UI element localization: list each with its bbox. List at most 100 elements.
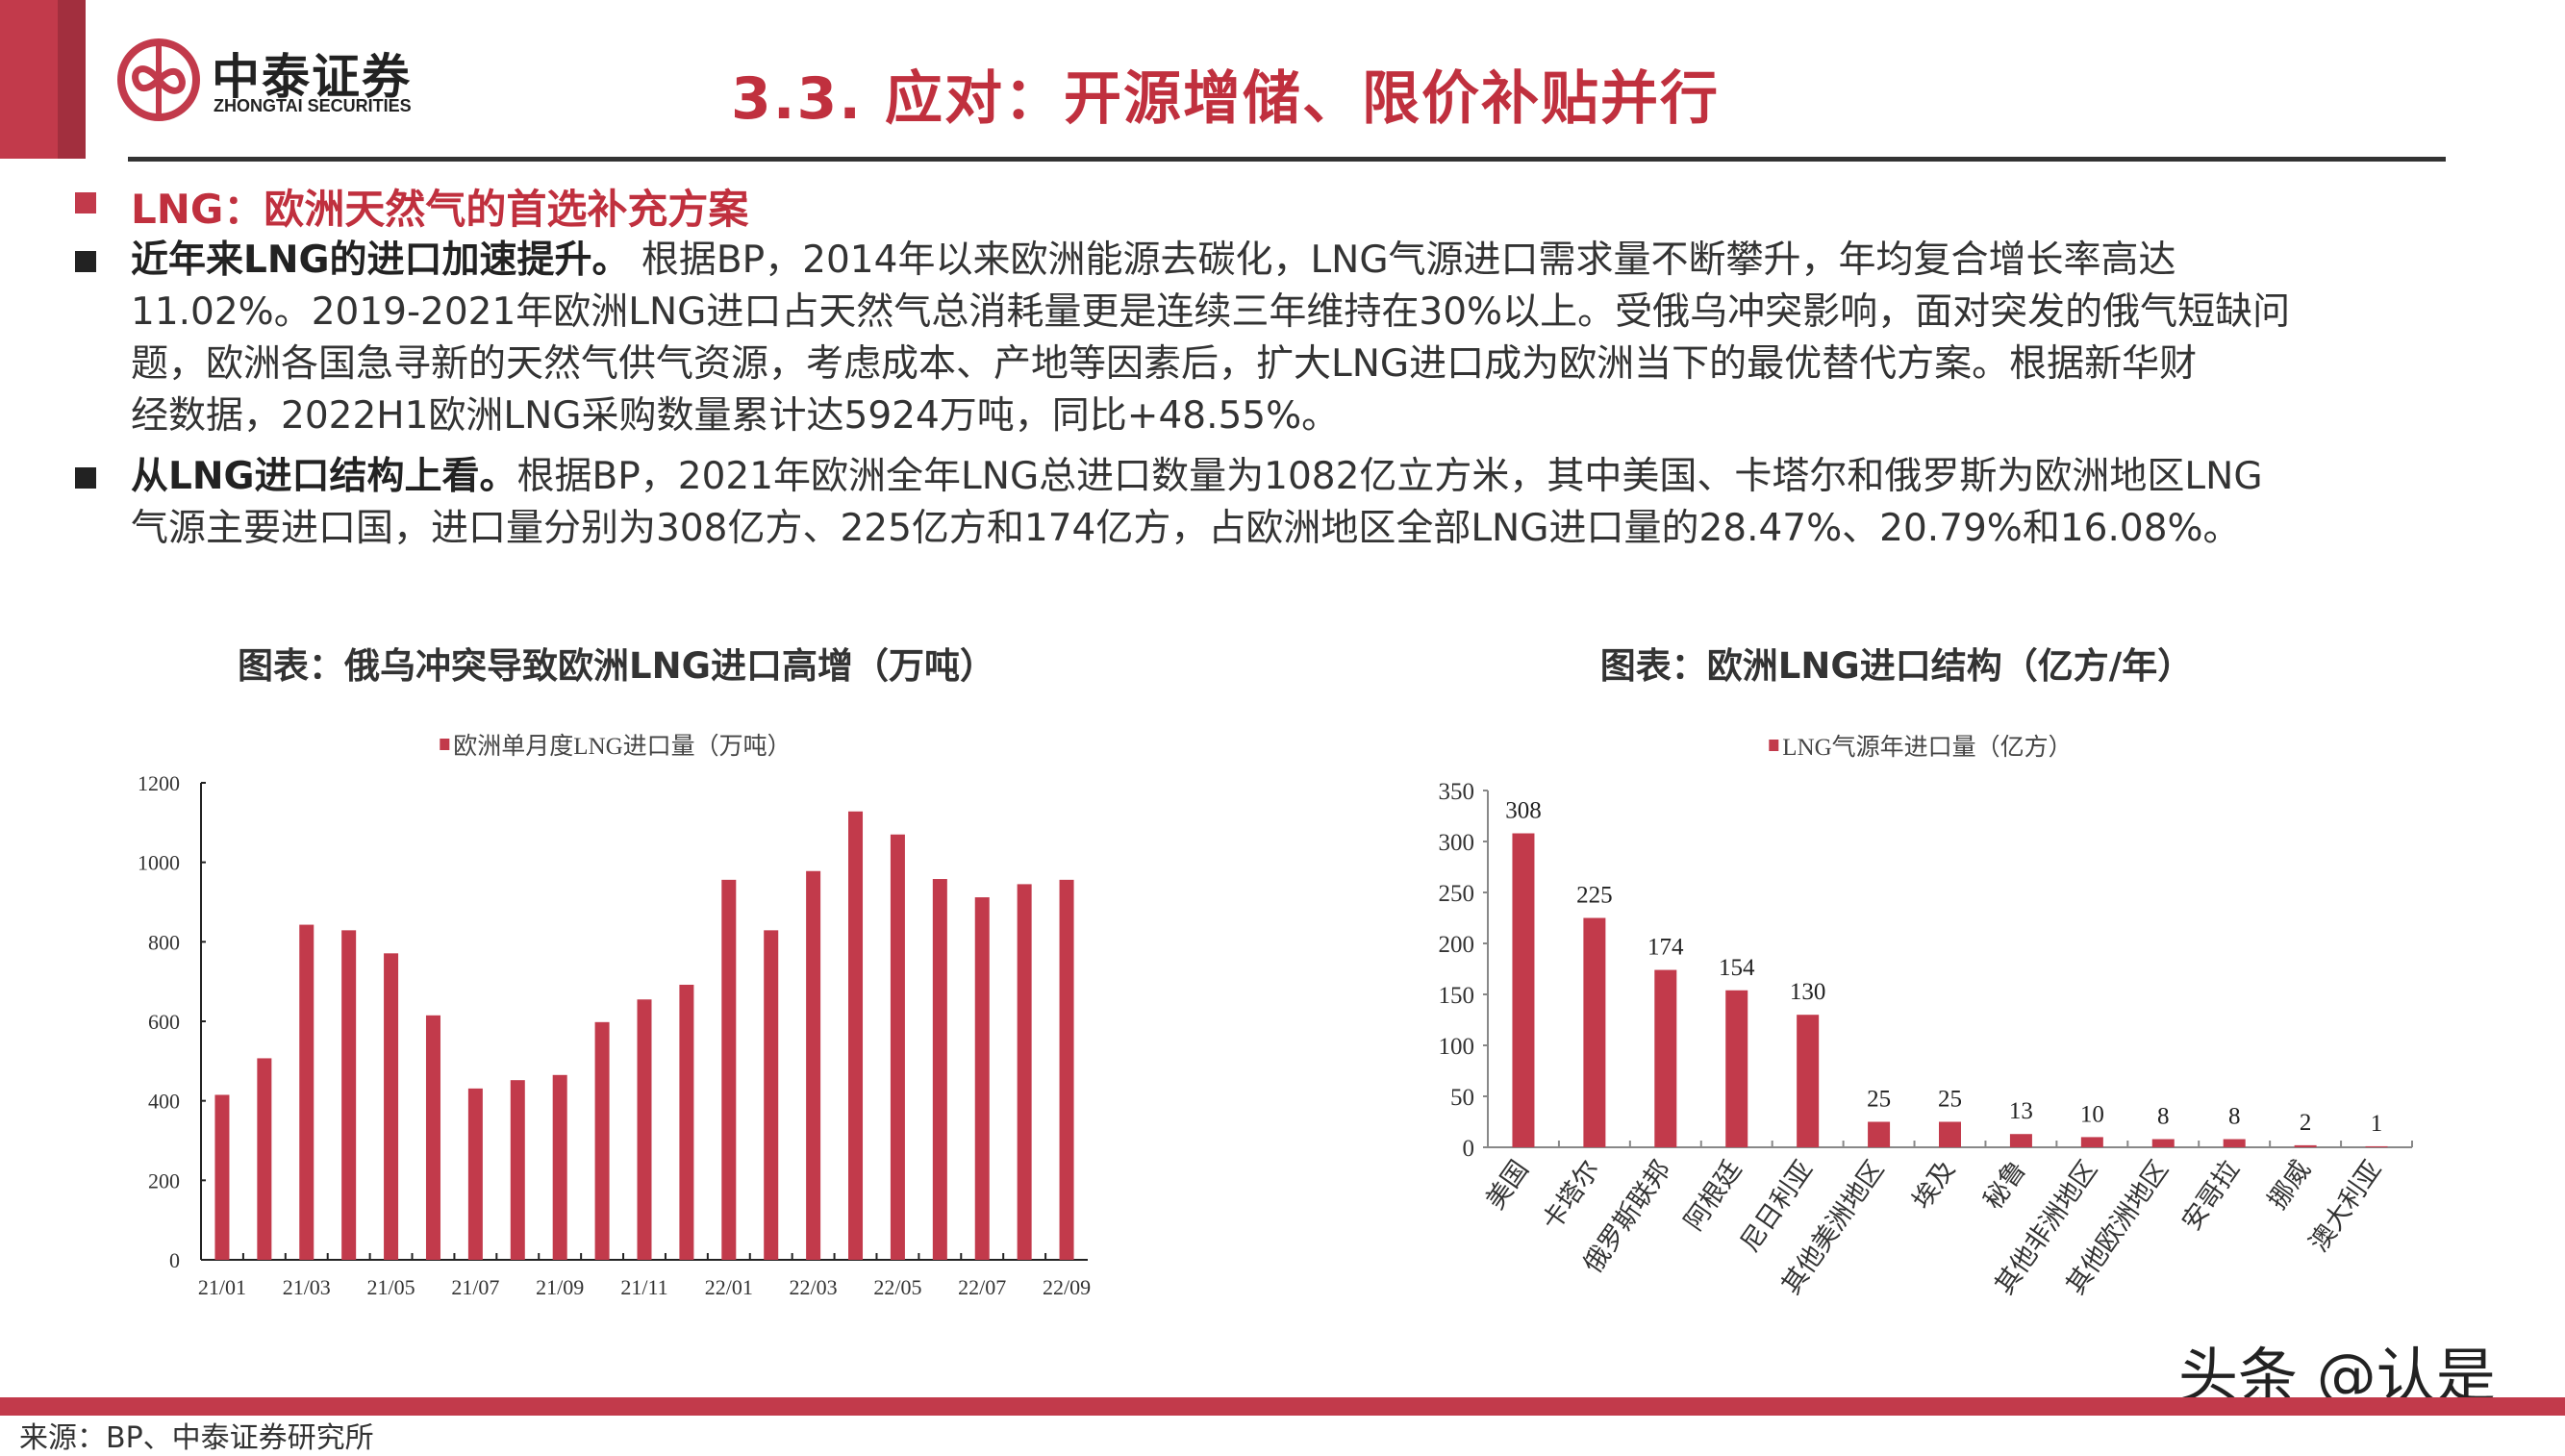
footer-bar: [0, 1397, 2565, 1416]
bar: [848, 811, 864, 1260]
paragraph-lng-growth: 近年来LNG的进口加速提升。 根据BP，2014年以来欧洲能源去碳化，LNG气源…: [131, 235, 2468, 442]
x-category-label: 美国: [1480, 1155, 1534, 1215]
paragraph-line: 根据BP，2021年欧洲全年LNG总进口数量为1082亿立方米，其中美国、卡塔尔…: [516, 455, 2263, 498]
x-tick-label: 21/01: [198, 1275, 246, 1299]
brand-name-en: ZHONGTAI SECURITIES: [214, 96, 412, 115]
bar: [2365, 1145, 2388, 1147]
bar: [214, 1094, 230, 1260]
header-accent-strip: [0, 0, 58, 159]
x-category-label: 安哥拉: [2176, 1155, 2246, 1236]
bar: [257, 1058, 272, 1260]
bar: [467, 1088, 483, 1260]
bar: [1939, 1121, 1961, 1147]
bar: [1725, 990, 1748, 1147]
bullet-square-icon: [75, 467, 96, 489]
bar: [1059, 879, 1074, 1260]
y-tick-label: 600: [148, 1010, 180, 1034]
bar: [932, 879, 947, 1260]
data-label: 130: [1790, 979, 1826, 1005]
x-category-label: 卡塔尔: [1537, 1155, 1606, 1236]
bullet-square-icon: [75, 251, 96, 272]
data-label: 2: [2300, 1110, 2312, 1136]
header-divider: [128, 157, 2446, 162]
bar: [679, 984, 694, 1260]
bar: [806, 870, 821, 1260]
brand-name-cn: 中泰证券: [212, 49, 412, 105]
chart-legend-left: 欧洲单月度LNG进口量（万吨）: [440, 727, 792, 762]
bar: [341, 930, 357, 1260]
paragraph-lead: 近年来LNG的进口加速提升。: [131, 238, 630, 282]
paragraph-import-structure: 从LNG进口结构上看。根据BP，2021年欧洲全年LNG总进口数量为1082亿立…: [131, 451, 2468, 555]
x-category-label: 埃及: [1907, 1155, 1961, 1215]
x-tick-label: 22/03: [790, 1275, 838, 1299]
data-label: 308: [1505, 798, 1542, 824]
data-label: 25: [1938, 1087, 1962, 1113]
chart-title-right: 图表：欧洲LNG进口结构（亿方/年）: [1599, 645, 2194, 687]
y-tick-label: 200: [148, 1168, 180, 1192]
chart-legend-right: LNG气源年进口量（亿方）: [1769, 728, 2073, 763]
data-label: 1: [2371, 1111, 2383, 1137]
bar: [2080, 1137, 2103, 1147]
section-subtitle: LNG：欧洲天然气的首选补充方案: [131, 186, 749, 233]
bar: [299, 924, 314, 1260]
y-tick-label: 800: [148, 930, 180, 954]
x-tick-label: 22/01: [705, 1275, 753, 1299]
x-category-label: 阿根廷: [1679, 1155, 1748, 1236]
paragraph-line: 11.02%。2019-2021年欧洲LNG进口占天然气总消耗量更是连续三年维持…: [131, 290, 2291, 334]
bar: [2009, 1134, 2032, 1147]
y-tick-label: 400: [148, 1090, 180, 1114]
x-tick-label: 21/11: [620, 1275, 667, 1299]
x-tick-label: 21/07: [451, 1275, 499, 1299]
bar-chart-lng-sources: 050100150200250300350308美国225卡塔尔174俄罗斯联邦…: [1439, 779, 2413, 1300]
source-note: 来源：BP、中泰证券研究所: [19, 1421, 374, 1455]
bar: [890, 834, 905, 1260]
x-tick-label: 21/05: [367, 1275, 415, 1299]
data-label: 8: [2228, 1104, 2241, 1130]
bar: [1868, 1121, 1891, 1147]
bar: [384, 953, 399, 1260]
bar: [510, 1080, 525, 1260]
data-label: 25: [1867, 1087, 1891, 1113]
bar: [594, 1021, 610, 1260]
bar: [425, 1015, 440, 1260]
x-tick-label: 22/09: [1043, 1275, 1091, 1299]
y-tick-label: 200: [1439, 932, 1475, 958]
legend-label: 欧洲单月度LNG进口量（万吨）: [453, 734, 792, 760]
brand-logo: 中泰证券 ZHONGTAI SECURITIES: [115, 37, 442, 123]
x-tick-label: 22/07: [958, 1275, 1006, 1299]
paragraph-line: 气源主要进口国，进口量分别为308亿方、225亿方和174亿方，占欧洲地区全部L…: [131, 507, 2241, 550]
x-category-label: 挪威: [2262, 1155, 2316, 1215]
bar: [1654, 969, 1677, 1147]
y-tick-label: 0: [1463, 1136, 1475, 1162]
zhongtai-logo-icon: [117, 38, 200, 121]
y-tick-label: 300: [1439, 830, 1475, 856]
y-tick-label: 100: [1439, 1034, 1475, 1060]
bar: [2294, 1144, 2317, 1147]
bullet-square-icon: [75, 192, 96, 213]
bar-chart-monthly-lng: 0 200 400 600 800 1000 1200 21/01 21/03 21/05 21/0…: [138, 771, 1091, 1299]
y-tick-label: 0: [169, 1248, 180, 1272]
bar: [1017, 884, 1032, 1260]
y-tick-label: 50: [1450, 1085, 1474, 1111]
bar: [721, 879, 737, 1260]
paragraph-line: 经数据，2022H1欧洲LNG采购数量累计达5924万吨，同比+48.55%。: [131, 394, 1340, 438]
y-tick-label: 150: [1439, 983, 1475, 1009]
y-tick-label: 250: [1439, 881, 1475, 907]
y-tick-label: 1000: [138, 851, 180, 875]
x-category-label: 秘鲁: [1978, 1155, 2032, 1215]
y-tick-label: 350: [1439, 779, 1475, 805]
data-label: 10: [2080, 1101, 2104, 1127]
header-accent-strip-dark: [58, 0, 86, 159]
bar: [1512, 833, 1535, 1147]
legend-swatch: [440, 739, 450, 750]
paragraph-line: 题，欧洲各国急寻新的天然气供气资源，考虑成本、产地等因素后，扩大LNG进口成为欧…: [131, 342, 2198, 386]
y-tick-label: 1200: [138, 771, 180, 795]
x-tick-label: 22/05: [873, 1275, 921, 1299]
bar: [637, 999, 652, 1260]
x-tick-label: 21/03: [283, 1275, 331, 1299]
data-label: 225: [1576, 883, 1613, 909]
data-label: 154: [1719, 955, 1755, 981]
bar: [2223, 1139, 2246, 1147]
legend-label: LNG气源年进口量（亿方）: [1782, 735, 2073, 761]
data-label: 13: [2009, 1098, 2033, 1124]
